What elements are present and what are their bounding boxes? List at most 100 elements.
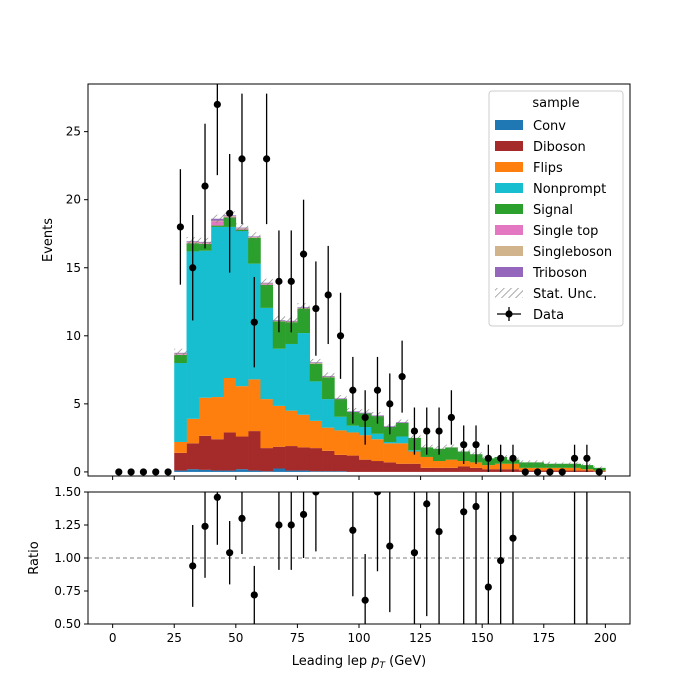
data-point — [558, 468, 566, 476]
y-tick-label: 0 — [73, 465, 81, 479]
bar-nonprompt — [235, 231, 249, 387]
unc-hatch — [556, 462, 569, 466]
unc-hatch — [531, 460, 544, 465]
bar-conv — [260, 471, 274, 472]
unc-hatch — [445, 444, 458, 451]
data-point — [176, 223, 184, 231]
bar-diboson — [309, 448, 323, 472]
bar-diboson — [235, 436, 249, 470]
bar-nonprompt — [186, 251, 200, 419]
legend-swatch — [495, 225, 523, 235]
ratio-point — [509, 534, 517, 542]
data-point — [312, 304, 320, 313]
legend-swatch — [495, 246, 523, 256]
data-point — [139, 468, 148, 476]
bar-flips — [297, 414, 311, 448]
ratio-point — [472, 502, 480, 511]
ratio-axis-label: Ratio — [27, 541, 42, 574]
ratio-plot-frame — [87, 491, 631, 625]
ratio-point — [386, 542, 394, 550]
bar-signal — [395, 422, 409, 437]
bar-conv — [186, 469, 200, 472]
unc-hatch — [211, 214, 224, 223]
bar-conv — [198, 469, 212, 472]
data-point — [386, 400, 394, 408]
bar-signal — [285, 322, 298, 344]
bar-flips — [445, 459, 458, 468]
bar-signal — [371, 416, 384, 434]
data-point — [447, 413, 455, 422]
legend-label: Conv — [533, 119, 566, 134]
bar-diboson — [346, 455, 360, 472]
bar-diboson — [420, 467, 434, 472]
ratio-point — [213, 493, 221, 501]
bar-signal — [272, 321, 286, 349]
ratio-point — [410, 549, 419, 557]
unc-hatch — [519, 460, 532, 465]
legend-swatch — [495, 267, 523, 277]
unc-hatch — [395, 419, 409, 425]
bar-flips — [198, 397, 212, 436]
x-tick-label: 0 — [109, 631, 117, 645]
legend-label: Single top — [533, 224, 598, 239]
bar-signal — [174, 354, 187, 364]
data-point — [164, 468, 172, 476]
legend-label: Flips — [533, 161, 563, 176]
x-tick-label: 100 — [348, 631, 371, 645]
bar-flips — [186, 418, 200, 444]
data-point — [299, 250, 308, 258]
bar-flips — [223, 378, 237, 433]
ratio-y-tick-label: 1.00 — [54, 551, 81, 565]
ratio-point — [226, 549, 234, 557]
bar-diboson — [285, 446, 298, 471]
bar-diboson — [297, 447, 311, 471]
bar-nonprompt — [198, 250, 212, 398]
ratio-y-tick-label: 1.50 — [54, 485, 81, 499]
bar-conv — [223, 470, 237, 472]
ratio-y-ticks: 0.50 0.75 1.00 1.25 1.50 — [54, 485, 88, 631]
bar-flips — [211, 397, 224, 440]
y-axis-label: Events — [41, 218, 56, 262]
bar-nonprompt — [272, 348, 286, 406]
data-point — [287, 277, 295, 285]
bar-nonprompt — [383, 441, 397, 444]
bar-nonprompt — [223, 226, 237, 378]
legend-data-marker — [505, 310, 513, 318]
ratio-y-tick-label: 1.25 — [54, 518, 81, 532]
ratio-point — [275, 521, 283, 529]
unc-hatch — [248, 232, 261, 241]
bar-nonprompt — [174, 363, 187, 442]
x-tick-label: 25 — [167, 631, 182, 645]
legend: sample Conv Diboson Flips Nonprompt Signal Sin… — [488, 90, 624, 327]
bar-conv — [211, 470, 224, 472]
data-point — [324, 291, 332, 299]
bar-diboson — [211, 439, 224, 471]
x-axis-label: Leading lep pT (GeV) — [292, 654, 426, 671]
data-point — [570, 454, 579, 462]
bar-flips — [235, 386, 249, 437]
legend-swatch — [495, 120, 523, 130]
x-tick-label: 150 — [471, 631, 494, 645]
bar-flips — [272, 405, 286, 447]
data-point — [460, 441, 468, 449]
ratio-point — [312, 492, 320, 496]
bar-conv — [322, 471, 335, 472]
data-point — [263, 155, 271, 163]
bar-flips — [260, 399, 274, 449]
data-point — [349, 386, 357, 394]
bar-diboson — [457, 466, 471, 472]
ratio-point — [189, 562, 197, 570]
bar-nonprompt — [297, 333, 311, 415]
ratio-point — [497, 557, 505, 565]
bar-nonprompt — [322, 399, 335, 428]
legend-label: Stat. Unc. — [533, 287, 597, 302]
bar-nonprompt — [285, 343, 298, 411]
bar-nonprompt — [211, 226, 224, 398]
bar-flips — [334, 430, 347, 455]
bar-single-top — [211, 221, 224, 226]
bar-nonprompt — [346, 425, 360, 433]
bar-conv — [272, 468, 286, 472]
bar-signal — [248, 237, 261, 264]
bar-nonprompt — [260, 307, 274, 400]
data-point — [213, 100, 221, 109]
